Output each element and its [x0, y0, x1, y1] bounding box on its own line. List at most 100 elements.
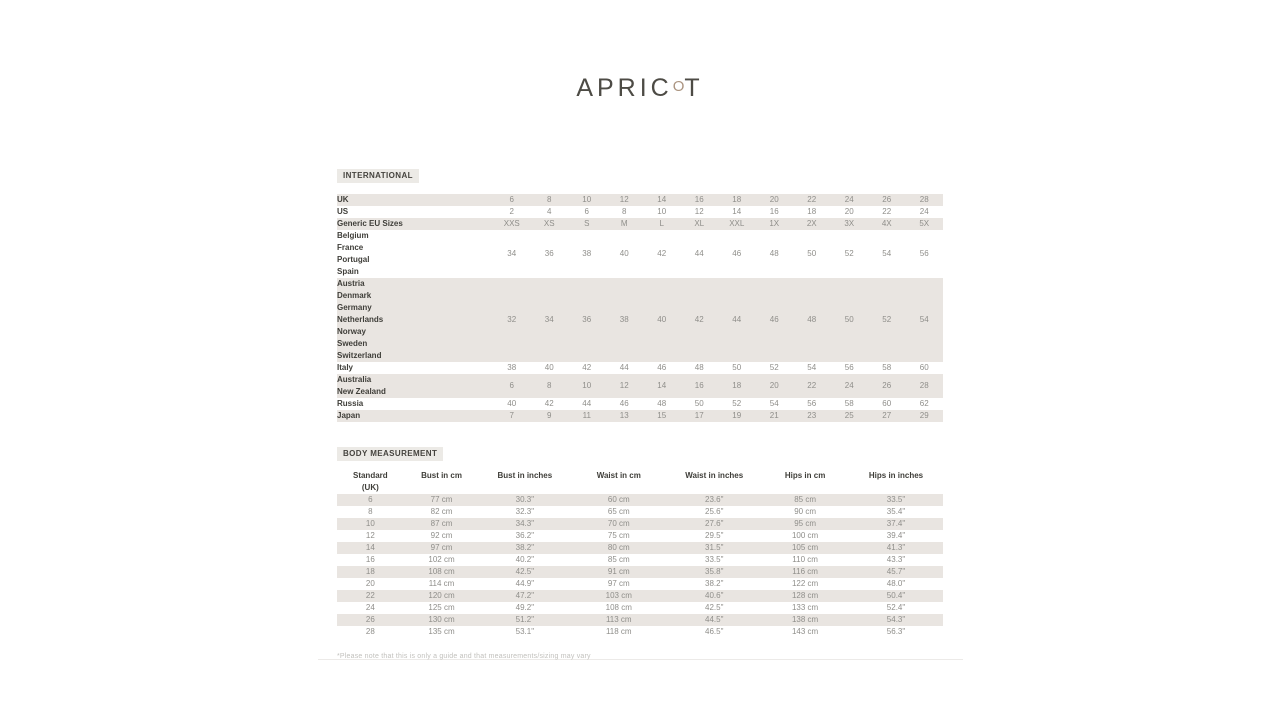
- column-header: Bust in inches: [497, 471, 553, 480]
- region-label: Austria Denmark Germany Netherlands Norw…: [337, 279, 384, 360]
- measurement-value: 10: [365, 519, 375, 528]
- measurement-value: 46.5": [705, 627, 724, 636]
- size-value: 38: [582, 249, 592, 258]
- measurement-value: 102 cm: [428, 555, 455, 564]
- size-value: 20: [769, 381, 779, 390]
- logo-accent-o: O: [672, 78, 685, 95]
- size-value: 14: [732, 207, 742, 216]
- size-value: 6: [509, 381, 514, 390]
- region-label: Generic EU Sizes: [337, 219, 403, 228]
- size-value: 52: [732, 399, 742, 408]
- measurement-value: 128 cm: [791, 591, 819, 600]
- measurement-value: 125 cm: [428, 603, 455, 612]
- size-value: 4X: [881, 219, 892, 228]
- measurement-value: 143 cm: [791, 627, 819, 636]
- measurement-row: 18 108 cm 42.5" 91 cm 35.8" 116 cm 45.7": [337, 566, 943, 578]
- size-value: 46: [619, 399, 629, 408]
- size-value: 44: [582, 399, 592, 408]
- measurement-value: 91 cm: [607, 567, 630, 576]
- size-value: 60: [919, 363, 929, 372]
- international-table: UK 6 8 10 12 14 16 18 20 22 24 26 28 US 2 4 6 8 10 12 14 16 18…: [337, 194, 943, 422]
- header-row: Standard (UK) Bust in cm Bust in inches Wai…: [337, 470, 943, 494]
- size-value: 18: [732, 195, 742, 204]
- size-conversion-row: Belgium France Portugal Spain 34 36 38 40 42 4…: [337, 230, 943, 278]
- size-value: 48: [694, 363, 704, 372]
- measurement-value: 38.2": [515, 543, 535, 552]
- size-value: 40: [657, 315, 667, 324]
- measurement-value: 33.5": [886, 495, 906, 504]
- size-value: 42: [657, 249, 667, 258]
- measurement-row: 14 97 cm 38.2" 80 cm 31.5" 105 cm 41.3": [337, 542, 943, 554]
- size-value: 54: [882, 249, 892, 258]
- measurement-value: 114 cm: [428, 579, 455, 588]
- size-value: 28: [919, 195, 929, 204]
- measurement-row: 20 114 cm 44.9" 97 cm 38.2" 122 cm 48.0": [337, 578, 943, 590]
- size-value: 10: [582, 195, 592, 204]
- measurement-value: 80 cm: [607, 543, 630, 552]
- measurement-value: 100 cm: [791, 531, 819, 540]
- measurement-value: 22: [365, 591, 375, 600]
- size-value: 44: [619, 363, 629, 372]
- size-value: 48: [657, 399, 667, 408]
- measurement-value: 37.4": [886, 519, 906, 528]
- size-value: 46: [657, 363, 667, 372]
- measurement-value: 52.4": [886, 603, 906, 612]
- size-value: 12: [619, 381, 629, 390]
- region-label: Japan: [337, 411, 361, 420]
- measurement-row: 10 87 cm 34.3" 70 cm 27.6" 95 cm 37.4": [337, 518, 943, 530]
- size-value: L: [659, 219, 664, 228]
- size-value: 56: [919, 249, 929, 258]
- size-value: 16: [694, 381, 704, 390]
- size-value: 11: [582, 411, 591, 420]
- size-value: 18: [732, 381, 742, 390]
- size-value: 50: [844, 315, 854, 324]
- page-content: APRICOT INTERNATIONAL UK 6 8 10 12 14 16 18 20 22…: [337, 0, 943, 660]
- measurement-value: 54.3": [886, 615, 906, 624]
- size-value: 34: [544, 315, 554, 324]
- measurement-value: 110 cm: [792, 555, 818, 564]
- size-value: 3X: [844, 219, 855, 228]
- measurement-value: 14: [365, 543, 375, 552]
- size-value: 56: [807, 399, 817, 408]
- size-conversion-row: US 2 4 6 8 10 12 14 16 18 20 22 24: [337, 206, 943, 218]
- measurement-value: 103 cm: [605, 591, 632, 600]
- measurement-value: 120 cm: [428, 591, 455, 600]
- size-value: 20: [769, 195, 779, 204]
- measurement-value: 18: [365, 567, 375, 576]
- size-value: 48: [769, 249, 779, 258]
- size-value: 60: [882, 399, 892, 408]
- region-label: Australia New Zealand: [337, 375, 386, 396]
- measurement-value: 118 cm: [605, 627, 632, 636]
- size-value: 24: [919, 207, 929, 216]
- size-value: 26: [882, 381, 892, 390]
- measurement-value: 90 cm: [794, 507, 816, 516]
- measurement-value: 85 cm: [794, 495, 816, 504]
- measurement-value: 23.6": [705, 495, 724, 504]
- international-section: INTERNATIONAL UK 6 8 10 12 14 16 18 20 22 24 26 28 US…: [337, 165, 943, 422]
- size-value: 10: [657, 207, 667, 216]
- body-measurement-section: BODY MEASUREMENT Standard (UK) Bust in cm…: [337, 443, 943, 638]
- measurement-value: 65 cm: [607, 507, 630, 516]
- size-value: 29: [919, 411, 929, 420]
- size-conversion-row: Australia New Zealand 6 8 10 12 14 16 18 20 22 24 2…: [337, 374, 943, 398]
- size-conversion-row: Japan 7 9 11 13 15 17 19 21 23 25 27 29: [337, 410, 943, 422]
- measurement-value: 130 cm: [428, 615, 455, 624]
- measurement-value: 44.5": [705, 615, 724, 624]
- size-value: 8: [547, 381, 552, 390]
- measurement-value: 113 cm: [605, 615, 632, 624]
- size-value: 14: [657, 195, 667, 204]
- size-value: XL: [694, 219, 705, 228]
- size-value: 50: [807, 249, 817, 258]
- measurement-value: 41.3": [886, 543, 906, 552]
- size-value: 54: [807, 363, 817, 372]
- size-value: 9: [547, 411, 552, 420]
- column-header: Hips in inches: [868, 471, 924, 480]
- size-value: 23: [807, 411, 817, 420]
- size-conversion-row: Austria Denmark Germany Netherlands Norw…: [337, 278, 943, 362]
- measurement-value: 43.3": [886, 555, 906, 564]
- size-value: 12: [619, 195, 629, 204]
- size-value: 2: [509, 207, 514, 216]
- logo-text-prefix: APRIC: [576, 74, 673, 102]
- size-value: 5X: [919, 219, 930, 228]
- size-value: 42: [694, 315, 704, 324]
